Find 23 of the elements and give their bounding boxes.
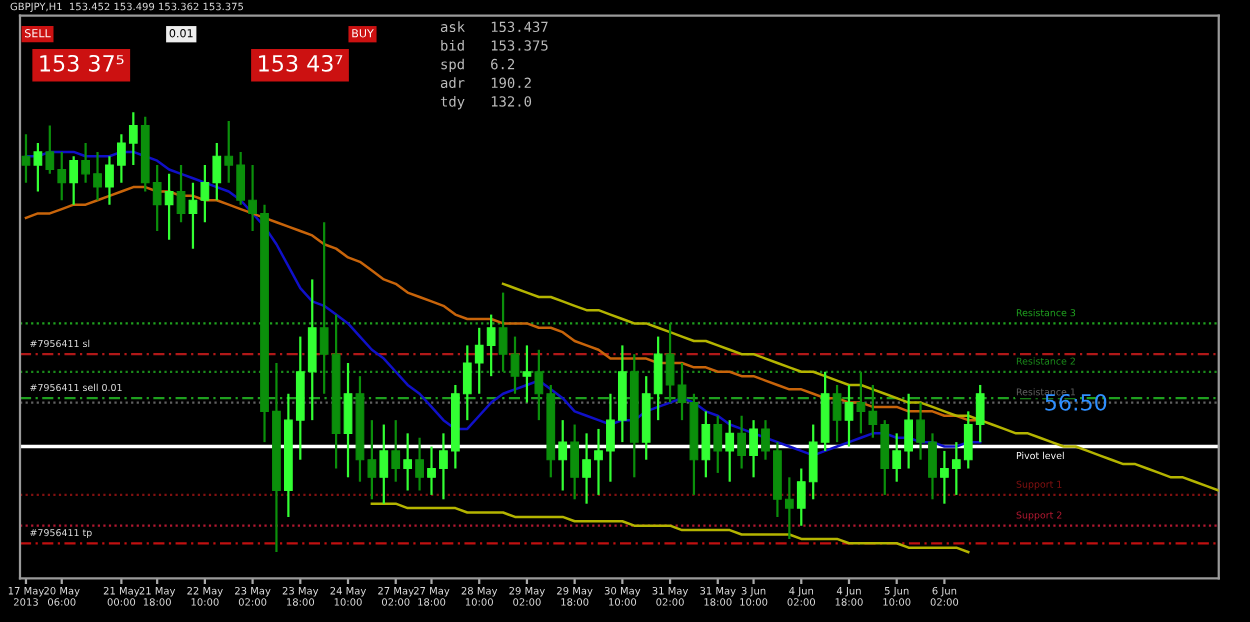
candlestick <box>832 383 842 444</box>
candlestick <box>713 414 723 475</box>
candlestick <box>701 410 711 479</box>
candlestick <box>379 423 389 505</box>
candlestick <box>343 361 353 479</box>
text: 153 37⁵ <box>40 54 124 72</box>
candlestick <box>69 155 79 206</box>
candlestick <box>737 414 747 470</box>
candlestick <box>725 419 735 483</box>
candlestick <box>415 436 424 492</box>
candlestick <box>33 141 43 193</box>
candlestick <box>749 419 758 479</box>
candlestick <box>164 172 174 241</box>
candlestick <box>844 383 854 448</box>
candlestick <box>403 432 413 492</box>
candlestick <box>21 133 31 184</box>
candlestick <box>391 419 401 483</box>
text: 153 43⁷ <box>259 54 343 72</box>
candlestick <box>558 419 568 492</box>
candlestick <box>176 163 186 224</box>
candlestick <box>522 344 532 404</box>
candlestick <box>570 423 580 501</box>
annotation: 56:50 <box>1045 393 1107 411</box>
